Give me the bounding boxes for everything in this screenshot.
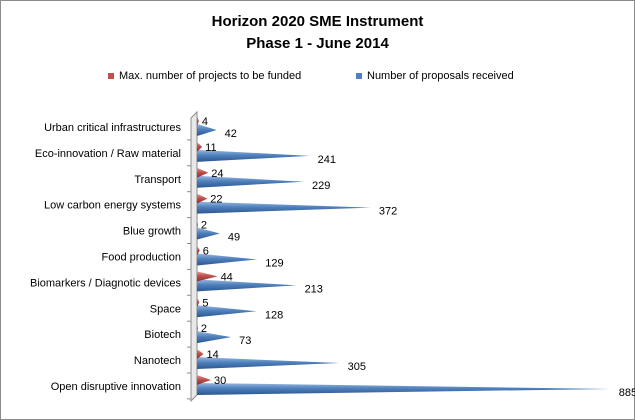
data-label-max-projects: 44 — [221, 271, 233, 283]
bar-proposals — [197, 382, 611, 395]
bar-max-projects — [197, 297, 200, 308]
axis-floor — [190, 110, 198, 403]
bar-max-projects — [197, 115, 199, 126]
category-label: Biomarkers / Diagnotic devices — [30, 277, 182, 289]
data-label-proposals: 241 — [318, 154, 336, 166]
legend-swatch-red — [108, 73, 114, 79]
category-label: Blue growth — [123, 226, 181, 238]
data-label-max-projects: 14 — [207, 349, 219, 361]
data-label-max-projects: 11 — [205, 142, 216, 154]
chart-subtitle: Phase 1 - June 2014 — [246, 35, 389, 52]
bar-proposals — [197, 227, 220, 240]
bar-proposals — [197, 201, 371, 214]
category-label: Urban critical infrastructures — [44, 122, 181, 134]
bar-max-projects — [197, 323, 198, 334]
data-label-proposals: 213 — [305, 283, 323, 295]
bar-proposals — [197, 149, 310, 162]
bar-max-projects — [197, 349, 204, 360]
category-label: Low carbon energy systems — [44, 200, 181, 212]
data-label-proposals: 128 — [265, 309, 283, 321]
data-label-max-projects: 6 — [203, 245, 209, 257]
legend-swatch-blue — [356, 73, 362, 79]
category-label: Transport — [134, 174, 181, 186]
bar-proposals — [197, 279, 297, 292]
data-label-proposals: 129 — [265, 257, 283, 269]
category-label: Nanotech — [134, 355, 181, 367]
bar-max-projects — [197, 245, 200, 256]
bar-max-projects — [197, 141, 203, 152]
data-label-max-projects: 30 — [214, 375, 226, 387]
data-label-max-projects: 4 — [202, 116, 208, 128]
legend-label-proposals: Number of proposals received — [367, 70, 514, 82]
category-label: Eco-innovation / Raw material — [35, 148, 181, 160]
data-label-proposals: 229 — [312, 180, 330, 192]
bar-proposals — [197, 175, 305, 188]
data-label-proposals: 49 — [228, 232, 240, 244]
bar-max-projects — [197, 193, 208, 204]
data-label-proposals: 305 — [348, 361, 366, 373]
data-label-max-projects: 24 — [211, 168, 223, 180]
data-label-max-projects: 22 — [210, 194, 222, 206]
data-label-proposals: 372 — [379, 206, 397, 218]
bar-proposals — [197, 253, 258, 266]
bars — [197, 115, 611, 395]
legend-item-max-projects: Max. number of projects to be funded — [108, 70, 301, 82]
category-label: Space — [150, 303, 181, 315]
data-label-max-projects: 2 — [201, 323, 207, 335]
data-label-proposals: 73 — [239, 335, 251, 347]
labels: Urban critical infrastructures 442Eco-inn… — [30, 116, 635, 399]
bar-max-projects — [197, 219, 198, 230]
data-label-proposals: 885 — [619, 387, 635, 399]
data-label-max-projects: 2 — [201, 220, 207, 232]
bar-proposals — [197, 305, 257, 318]
category-axis — [187, 110, 198, 403]
bar-max-projects — [197, 167, 209, 178]
bar-proposals — [197, 357, 340, 370]
bar-max-projects — [197, 374, 212, 385]
category-label: Open disruptive innovation — [51, 381, 181, 393]
chart-title: Horizon 2020 SME Instrument — [211, 13, 424, 30]
bar-proposals — [197, 123, 217, 136]
legend-item-proposals: Number of proposals received — [356, 70, 514, 82]
category-label: Biotech — [144, 329, 181, 341]
data-label-proposals: 42 — [225, 128, 237, 140]
bar-max-projects — [197, 271, 218, 282]
bar-proposals — [197, 331, 232, 344]
data-label-max-projects: 5 — [202, 297, 208, 309]
category-label: Food production — [102, 251, 182, 263]
legend-label-max-projects: Max. number of projects to be funded — [119, 70, 302, 82]
